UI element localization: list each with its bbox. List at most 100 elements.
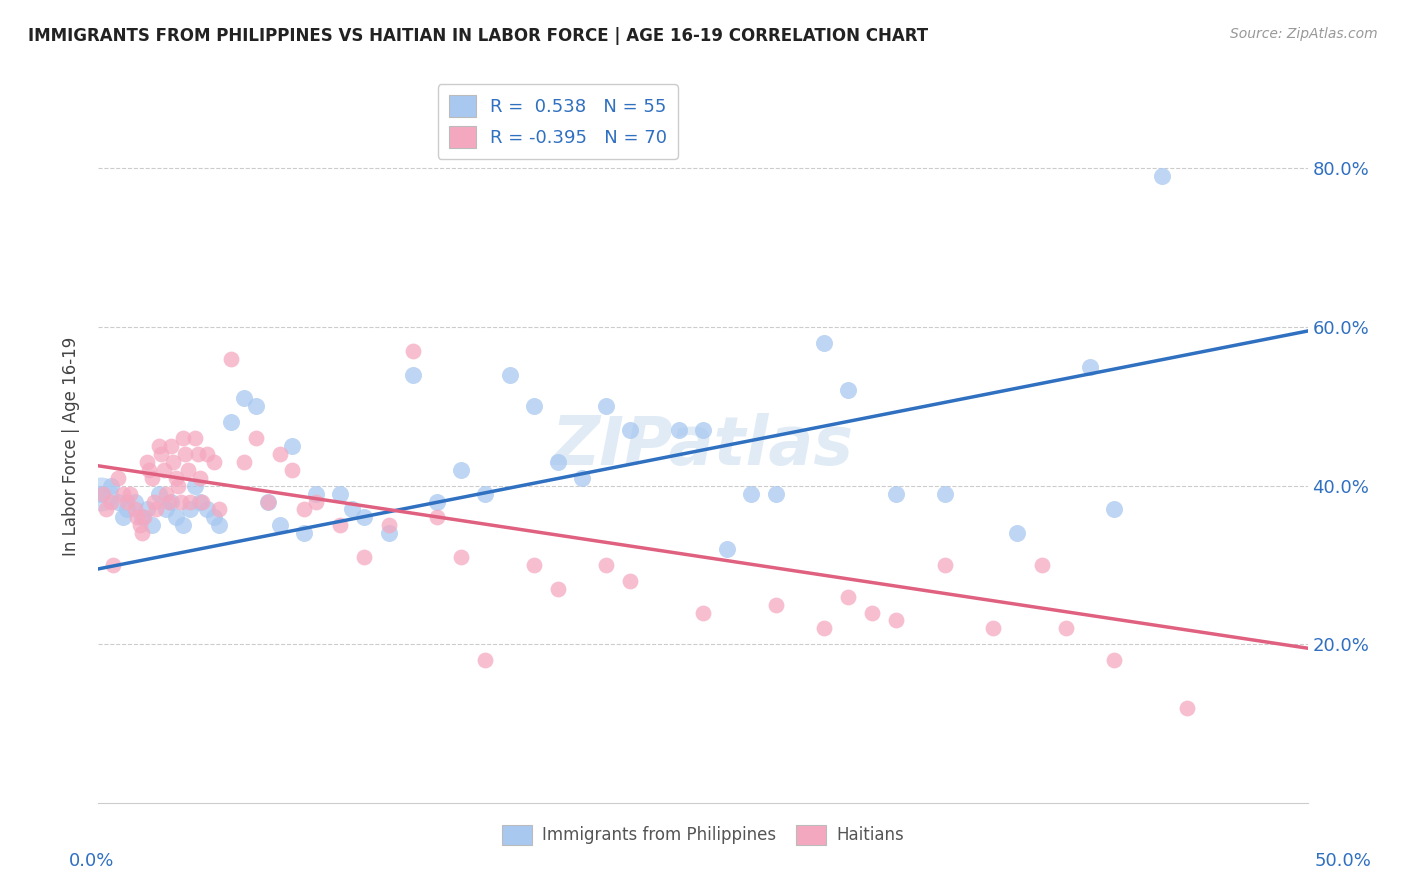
Text: ZIPatlas: ZIPatlas [553,413,853,479]
Point [155,502,177,516]
Point [813,335,835,350]
Point [191,494,214,508]
Point [245,400,267,414]
Point [1031,558,1053,572]
Point [155,486,177,500]
Point [91,486,114,500]
Point [232,392,254,406]
Point [668,423,690,437]
Point [692,423,714,437]
Point [256,494,278,508]
Y-axis label: In Labor Force | Age 16-19: In Labor Force | Age 16-19 [62,336,80,556]
Point [377,526,399,541]
Point [256,494,278,508]
Point [184,431,207,445]
Point [141,518,163,533]
Point [100,478,122,492]
Point [1102,653,1125,667]
Point [813,621,835,635]
Point [143,494,166,508]
Point [692,606,714,620]
Point [329,518,352,533]
Point [245,431,267,445]
Point [184,478,207,492]
Point [111,510,134,524]
Point [934,486,956,500]
Point [474,653,496,667]
Point [402,343,425,358]
Point [860,606,883,620]
Point [547,455,569,469]
Point [118,486,141,500]
Point [547,582,569,596]
Point [765,598,787,612]
Point [157,494,180,508]
Point [204,455,226,469]
Point [188,494,211,508]
Point [107,471,129,485]
Point [450,549,472,564]
Point [523,558,546,572]
Point [232,455,254,469]
Point [1175,700,1198,714]
Point [152,463,174,477]
Point [619,574,641,588]
Point [329,486,352,500]
Point [117,494,139,508]
Point [305,494,328,508]
Point [208,518,231,533]
Point [94,502,117,516]
Point [179,494,201,508]
Point [177,463,200,477]
Point [195,502,218,516]
Point [148,439,170,453]
Point [1007,526,1029,541]
Text: 0.0%: 0.0% [69,852,114,870]
Point [162,455,184,469]
Point [128,518,150,533]
Point [595,400,617,414]
Point [124,502,146,516]
Point [934,558,956,572]
Point [1102,502,1125,516]
Point [135,502,157,516]
Point [145,502,167,516]
Point [221,351,243,366]
Point [426,494,449,508]
Point [1078,359,1101,374]
Legend: Immigrants from Philippines, Haitians: Immigrants from Philippines, Haitians [495,818,911,852]
Point [208,502,231,516]
Point [174,447,197,461]
Point [117,502,139,516]
Text: Source: ZipAtlas.com: Source: ZipAtlas.com [1230,27,1378,41]
Point [167,478,190,492]
Point [90,486,112,500]
Point [221,415,243,429]
Point [342,502,364,516]
Point [305,486,328,500]
Point [426,510,449,524]
Point [281,463,304,477]
Point [148,486,170,500]
Point [124,494,146,508]
Point [765,486,787,500]
Point [187,447,209,461]
Point [595,558,617,572]
Point [150,447,173,461]
Point [195,447,218,461]
Point [169,494,191,508]
Point [165,471,187,485]
Point [107,494,129,508]
Point [134,510,156,524]
Point [716,542,738,557]
Text: 50.0%: 50.0% [1315,852,1371,870]
Point [474,486,496,500]
Point [179,502,201,516]
Point [292,526,315,541]
Point [111,486,134,500]
Text: IMMIGRANTS FROM PHILIPPINES VS HAITIAN IN LABOR FORCE | AGE 16-19 CORRELATION CH: IMMIGRANTS FROM PHILIPPINES VS HAITIAN I… [28,27,928,45]
Point [619,423,641,437]
Point [269,447,291,461]
Point [281,439,304,453]
Point [141,471,163,485]
